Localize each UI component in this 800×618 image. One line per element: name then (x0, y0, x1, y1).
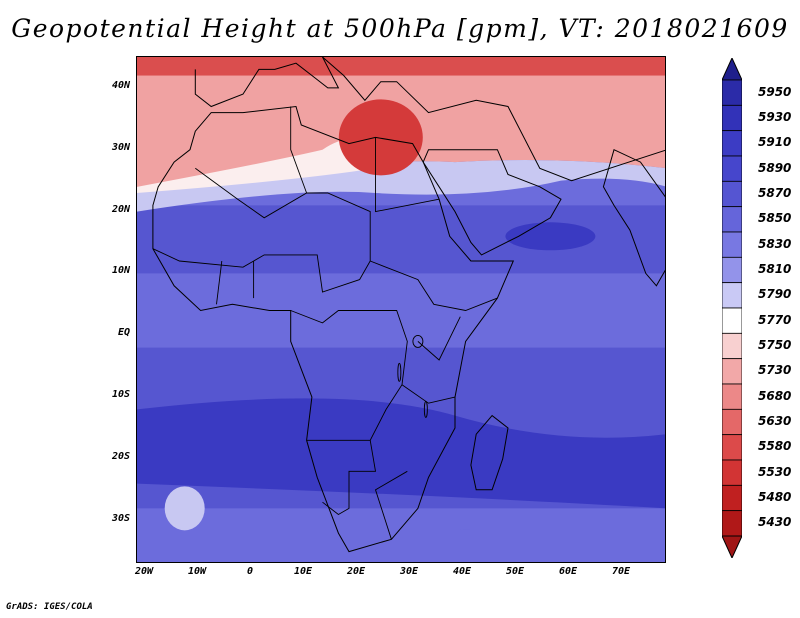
chart-title: Geopotential Height at 500hPa [gpm], VT:… (11, 14, 789, 43)
madagascar-coastline (470, 414, 509, 491)
country-border (375, 137, 440, 213)
latitude-tick-label: EQ (117, 327, 130, 339)
longitude-tick-label: 10W (187, 566, 207, 577)
longitude-tick-label: 30E (399, 566, 419, 577)
colorbar-level-label: 5950 (758, 84, 792, 99)
colorbar-level-label: 5890 (758, 160, 792, 175)
field-mediterranean-trough (338, 99, 423, 176)
europe-asia-coastline (194, 57, 665, 182)
longitude-tick-label: 10E (293, 566, 313, 577)
longitude-tick-label: 50E (505, 566, 525, 577)
field-band-south-core (137, 398, 665, 509)
arabia-coastline (422, 149, 562, 256)
colorbar-swatch (722, 332, 742, 360)
colorbar-swatch (722, 256, 742, 284)
colorbar-level-label: 5680 (758, 388, 792, 403)
country-border (401, 384, 456, 404)
colorbar-top-arrow (722, 58, 742, 81)
colorbar-swatch (722, 358, 742, 385)
colorbar-swatch (722, 79, 742, 106)
country-border (290, 310, 408, 441)
longitude-tick-label: 0 (246, 566, 254, 577)
latitude-tick-label: 20S (111, 450, 130, 462)
colorbar-level-label: 5870 (758, 186, 792, 200)
colorbar-level-label: 5850 (758, 211, 792, 226)
colorbar-swatch (722, 130, 742, 157)
colorbar-swatch (722, 180, 742, 208)
colorbar-level-label: 5430 (758, 515, 792, 530)
country-border (417, 316, 461, 361)
longitude-tick-label: 20W (134, 566, 154, 577)
field-arabian-high (505, 222, 596, 251)
lake-victoria (412, 334, 424, 348)
colorbar-level-label: 5630 (758, 414, 792, 428)
colorbar-level-label: 5810 (758, 262, 792, 276)
colorbar-swatch (722, 155, 742, 182)
longitude-tick-label: 40E (452, 566, 472, 577)
field-band-far-south (137, 528, 665, 562)
software-credit: GrADS: IGES/COLA (6, 602, 93, 612)
map-plot-area (136, 56, 666, 563)
latitude-tick-label: 30N (111, 141, 130, 153)
country-border (290, 106, 308, 194)
colorbar-swatch (722, 307, 742, 334)
latitude-tick-label: 10N (111, 265, 130, 277)
colorbar-swatch (722, 206, 742, 233)
latitude-tick-label: 20N (111, 203, 130, 215)
colorbar-level-label: 5770 (758, 312, 792, 327)
colorbar-level-label: 5790 (758, 287, 792, 302)
colorbar-swatch (722, 104, 742, 132)
latitude-tick-label: 40N (111, 79, 130, 91)
field-south-atlantic-low (164, 486, 205, 531)
country-border (374, 470, 408, 540)
longitude-tick-label: 60E (558, 566, 578, 577)
country-border (152, 167, 371, 293)
field-white-band (137, 138, 376, 194)
colorbar-level-label: 5750 (758, 338, 792, 352)
colorbar-level-label: 5830 (758, 236, 792, 251)
country-border (370, 260, 498, 311)
colorbar-swatch (722, 510, 742, 537)
india-coastline (602, 148, 665, 287)
country-border (322, 440, 377, 516)
colorbar-bottom-arrow (722, 535, 742, 558)
colorbar-level-label: 5910 (758, 135, 792, 150)
latitude-tick-label: 10S (111, 389, 130, 401)
colorbar-level-label: 5530 (758, 464, 792, 479)
colorbar-swatch (722, 459, 742, 486)
colorbar-level-label: 5480 (758, 490, 792, 504)
colorbar (722, 58, 742, 558)
map-field (137, 57, 665, 562)
colorbar-swatch (722, 231, 742, 258)
colorbar-swatch (722, 282, 742, 309)
lake-malawi (423, 400, 428, 418)
latitude-tick-label: 30S (111, 512, 130, 524)
longitude-tick-label: 70E (611, 566, 631, 577)
colorbar-level-label: 5580 (758, 439, 792, 454)
colorbar-level-label: 5930 (758, 110, 792, 124)
colorbar-swatch (722, 408, 742, 436)
lake-tanganyika (397, 362, 402, 382)
colorbar-level-label: 5730 (758, 363, 792, 378)
colorbar-swatch (722, 434, 742, 461)
colorbar-swatch (722, 484, 742, 512)
country-border (216, 260, 223, 305)
field-top-band (137, 57, 665, 76)
longitude-tick-label: 20E (346, 566, 366, 577)
colorbar-swatch (722, 383, 742, 410)
